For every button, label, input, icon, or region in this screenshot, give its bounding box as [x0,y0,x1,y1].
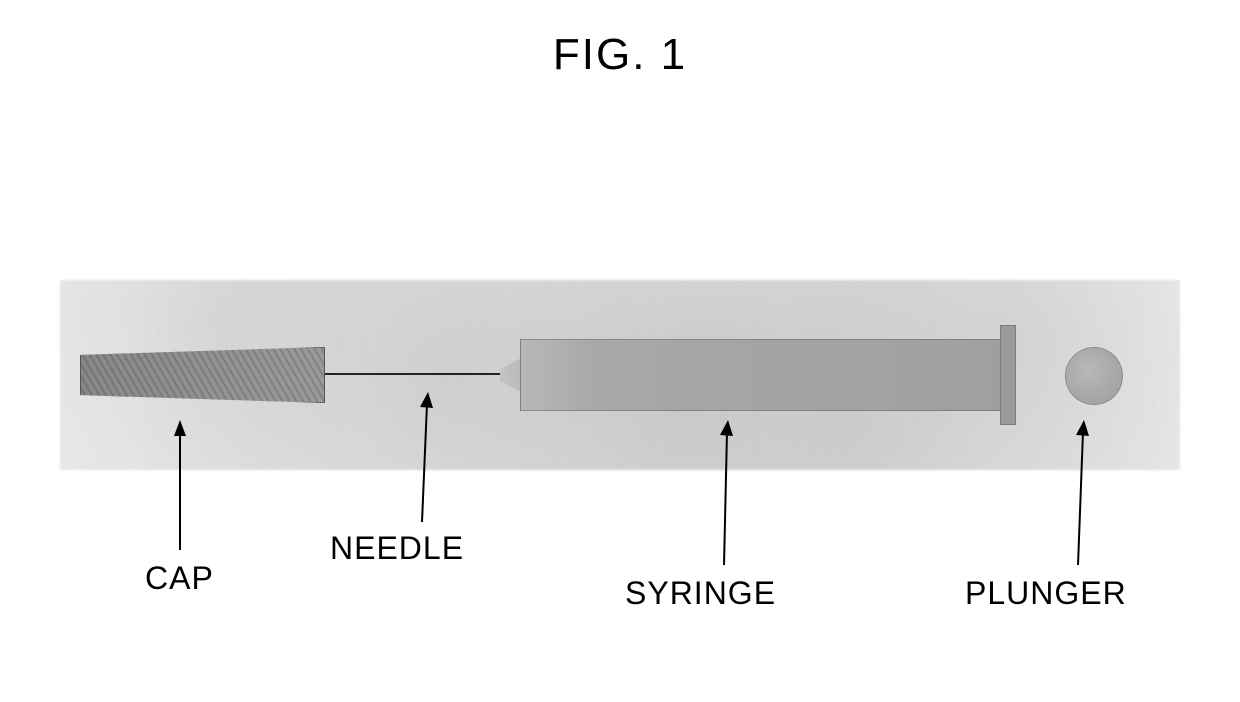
label-cap: CAP [145,560,214,597]
syringe-assembly [80,325,1160,425]
syringe-flange-part [1000,325,1016,425]
syringe-body-part [520,339,1010,411]
syringe-diagram [60,280,1180,470]
label-syringe: SYRINGE [625,575,776,612]
arrow-plunger [1066,420,1096,570]
plunger-knob-part [1065,347,1123,405]
arrow-syringe [710,420,740,570]
cap-part [80,347,325,403]
label-needle: NEEDLE [330,530,464,567]
arrow-needle [408,392,438,527]
figure-title: FIG. 1 [553,30,687,80]
arrow-cap [165,420,195,555]
label-plunger: PLUNGER [965,575,1127,612]
